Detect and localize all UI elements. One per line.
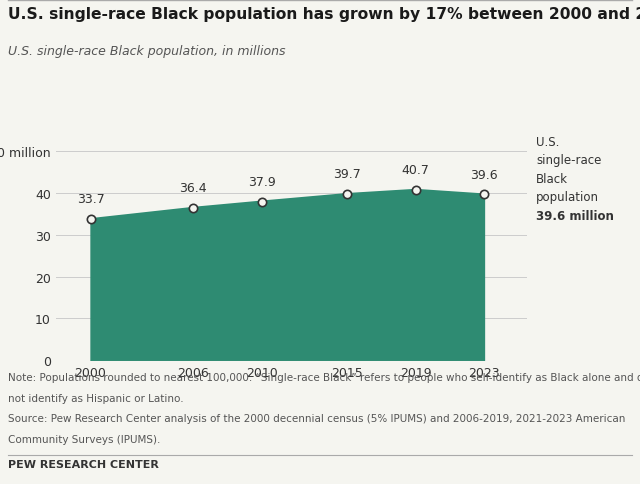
Text: not identify as Hispanic or Latino.: not identify as Hispanic or Latino. [8, 393, 183, 403]
Text: 36.4: 36.4 [179, 182, 207, 195]
Text: Source: Pew Research Center analysis of the 2000 decennial census (5% IPUMS) and: Source: Pew Research Center analysis of … [8, 413, 625, 424]
Text: population: population [536, 191, 599, 204]
Text: U.S.: U.S. [536, 136, 560, 149]
Text: U.S. single-race Black population has grown by 17% between 2000 and 2023: U.S. single-race Black population has gr… [8, 7, 640, 22]
Text: 37.9: 37.9 [248, 175, 275, 188]
Text: 39.6 million: 39.6 million [536, 209, 614, 222]
Text: Community Surveys (IPUMS).: Community Surveys (IPUMS). [8, 434, 160, 444]
Text: PEW RESEARCH CENTER: PEW RESEARCH CENTER [8, 459, 159, 469]
Text: Note: Populations rounded to nearest 100,000. “Single-race Black” refers to peop: Note: Populations rounded to nearest 100… [8, 373, 640, 383]
Text: 39.6: 39.6 [470, 168, 498, 181]
Text: 40.7: 40.7 [401, 164, 429, 177]
Text: Black: Black [536, 172, 568, 185]
Text: U.S. single-race Black population, in millions: U.S. single-race Black population, in mi… [8, 45, 285, 58]
Text: 33.7: 33.7 [77, 193, 104, 206]
Text: 39.7: 39.7 [333, 168, 361, 181]
Text: single-race: single-race [536, 154, 602, 167]
